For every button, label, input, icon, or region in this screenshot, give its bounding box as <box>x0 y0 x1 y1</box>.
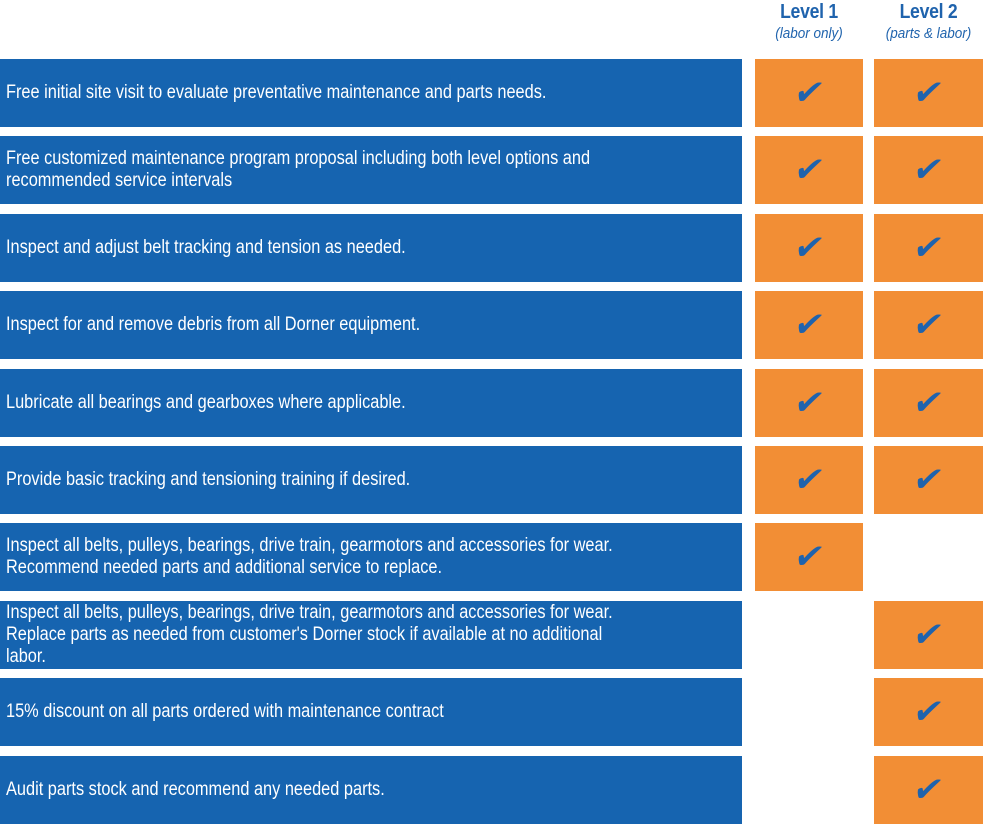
checkmark-icon: ✔ <box>909 383 948 423</box>
level-2-cell: ✔ <box>874 678 983 746</box>
level-2-column-header: Level 2 (parts & labor) <box>874 0 983 43</box>
checkmark-icon: ✔ <box>790 73 828 113</box>
feature-description-cell: Free initial site visit to evaluate prev… <box>0 59 742 127</box>
checkmark-icon: ✔ <box>909 305 948 345</box>
checkmark-icon: ✔ <box>790 228 828 268</box>
checkmark-icon: ✔ <box>909 228 948 268</box>
level-2-cell: ✔ <box>874 756 983 824</box>
level-2-cell <box>874 523 983 591</box>
feature-description: Inspect for and remove debris from all D… <box>6 314 421 335</box>
level-1-cell <box>755 756 863 824</box>
checkmark-icon: ✔ <box>909 692 948 732</box>
feature-description: Inspect all belts, pulleys, bearings, dr… <box>6 602 613 667</box>
level-1-cell: ✔ <box>755 291 863 359</box>
table-row: Lubricate all bearings and gearboxes whe… <box>0 369 983 437</box>
level-1-subtitle: (labor only) <box>775 25 843 42</box>
level-2-subtitle: (parts & labor) <box>885 25 972 42</box>
level-2-cell: ✔ <box>874 601 983 669</box>
table-row: Inspect all belts, pulleys, bearings, dr… <box>0 601 983 669</box>
feature-description-cell: Audit parts stock and recommend any need… <box>0 756 742 824</box>
checkmark-icon: ✔ <box>790 305 828 345</box>
feature-description: Inspect and adjust belt tracking and ten… <box>6 237 406 258</box>
feature-description: Inspect all belts, pulleys, bearings, dr… <box>6 535 613 578</box>
level-1-cell: ✔ <box>755 446 863 514</box>
level-2-cell: ✔ <box>874 136 983 204</box>
feature-description: Free customized maintenance program prop… <box>6 148 591 191</box>
checkmark-icon: ✔ <box>790 383 828 423</box>
level-1-cell: ✔ <box>755 214 863 282</box>
level-1-cell <box>755 678 863 746</box>
table-row: Provide basic tracking and tensioning tr… <box>0 446 983 514</box>
table-row: Free customized maintenance program prop… <box>0 136 983 204</box>
table-row: Inspect all belts, pulleys, bearings, dr… <box>0 523 983 591</box>
checkmark-icon: ✔ <box>909 73 948 113</box>
checkmark-icon: ✔ <box>909 460 948 500</box>
level-1-column-header: Level 1 (labor only) <box>755 0 863 43</box>
level-2-title: Level 2 <box>899 1 958 23</box>
level-2-cell: ✔ <box>874 59 983 127</box>
feature-description: 15% discount on all parts ordered with m… <box>6 701 444 722</box>
checkmark-icon: ✔ <box>790 537 828 577</box>
level-1-cell: ✔ <box>755 369 863 437</box>
level-1-title: Level 1 <box>780 1 838 23</box>
level-2-cell: ✔ <box>874 291 983 359</box>
feature-description: Audit parts stock and recommend any need… <box>6 779 385 800</box>
level-1-cell: ✔ <box>755 59 863 127</box>
feature-description-cell: 15% discount on all parts ordered with m… <box>0 678 742 746</box>
feature-description-cell: Inspect all belts, pulleys, bearings, dr… <box>0 523 742 591</box>
feature-description: Lubricate all bearings and gearboxes whe… <box>6 392 406 413</box>
level-1-cell <box>755 601 863 669</box>
feature-description-cell: Provide basic tracking and tensioning tr… <box>0 446 742 514</box>
checkmark-icon: ✔ <box>790 150 828 190</box>
checkmark-icon: ✔ <box>909 150 948 190</box>
table-row: 15% discount on all parts ordered with m… <box>0 678 983 746</box>
feature-description-cell: Lubricate all bearings and gearboxes whe… <box>0 369 742 437</box>
feature-description-cell: Free customized maintenance program prop… <box>0 136 742 204</box>
table-row: Audit parts stock and recommend any need… <box>0 756 983 824</box>
feature-description-cell: Inspect for and remove debris from all D… <box>0 291 742 359</box>
feature-description: Free initial site visit to evaluate prev… <box>6 82 547 103</box>
level-2-cell: ✔ <box>874 369 983 437</box>
level-2-cell: ✔ <box>874 446 983 514</box>
feature-description: Provide basic tracking and tensioning tr… <box>6 469 411 490</box>
level-2-cell: ✔ <box>874 214 983 282</box>
checkmark-icon: ✔ <box>909 770 948 810</box>
table-row: Free initial site visit to evaluate prev… <box>0 59 983 127</box>
feature-description-cell: Inspect and adjust belt tracking and ten… <box>0 214 742 282</box>
feature-description-cell: Inspect all belts, pulleys, bearings, dr… <box>0 601 742 669</box>
checkmark-icon: ✔ <box>909 615 948 655</box>
table-row: Inspect for and remove debris from all D… <box>0 291 983 359</box>
level-1-cell: ✔ <box>755 523 863 591</box>
table-row: Inspect and adjust belt tracking and ten… <box>0 214 983 282</box>
checkmark-icon: ✔ <box>790 460 828 500</box>
level-1-cell: ✔ <box>755 136 863 204</box>
